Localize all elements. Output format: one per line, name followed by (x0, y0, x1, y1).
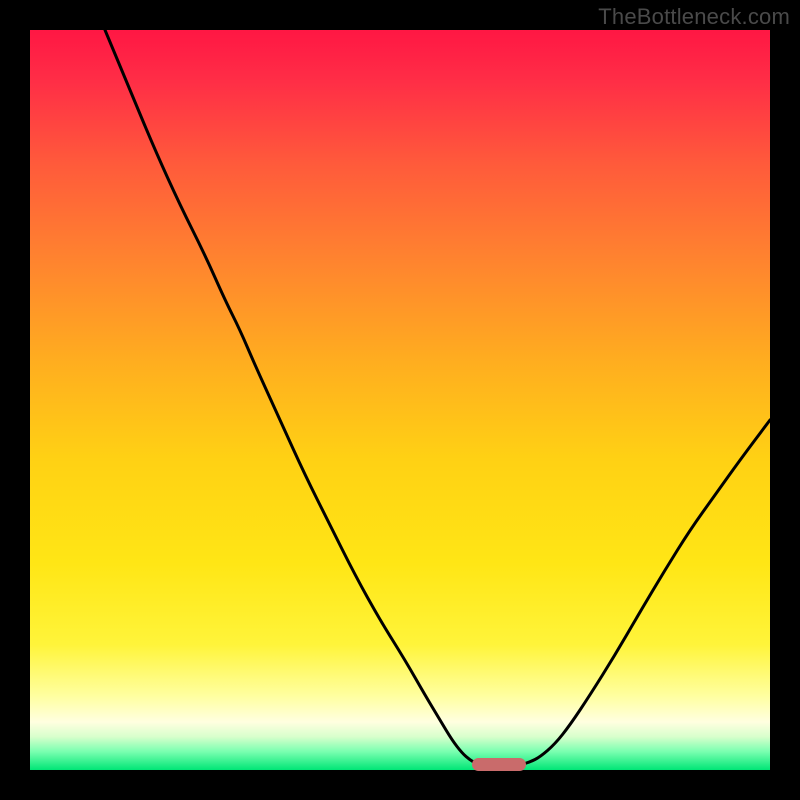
optimal-marker (472, 758, 526, 771)
bottleneck-curve-chart (0, 0, 800, 800)
chart-frame: TheBottleneck.com (0, 0, 800, 800)
chart-background (30, 30, 770, 770)
watermark-text: TheBottleneck.com (598, 4, 790, 30)
